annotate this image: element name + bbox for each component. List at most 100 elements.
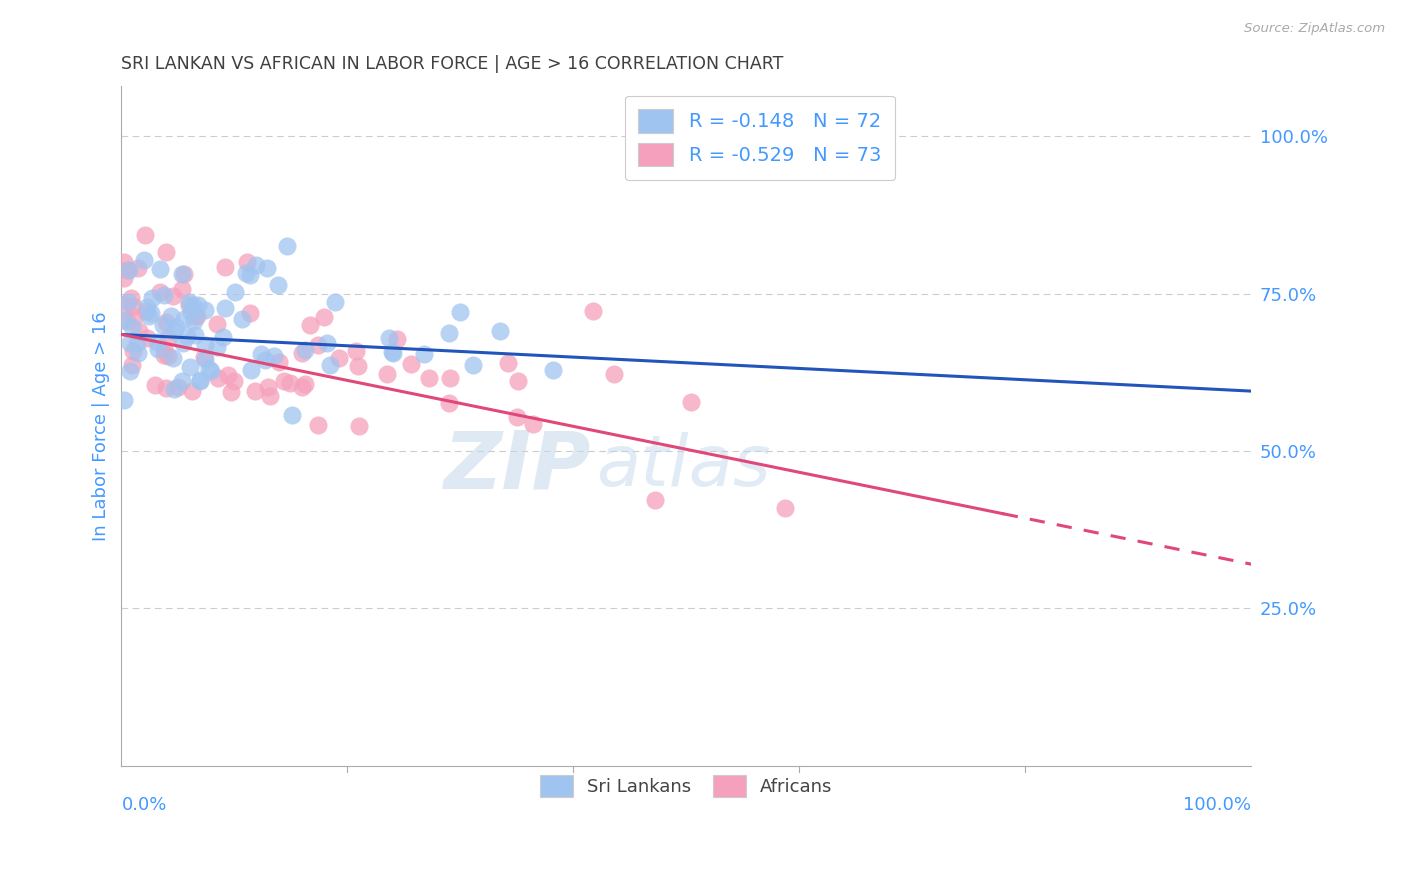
Point xyxy=(122,343,145,358)
Point xyxy=(412,347,434,361)
Point xyxy=(120,291,142,305)
Point xyxy=(522,417,544,431)
Point xyxy=(307,418,329,433)
Point xyxy=(273,374,295,388)
Point xyxy=(152,318,174,332)
Point xyxy=(134,227,156,242)
Point xyxy=(155,381,177,395)
Point xyxy=(256,260,278,275)
Point xyxy=(135,303,157,318)
Point xyxy=(120,336,142,351)
Point xyxy=(173,268,195,282)
Point xyxy=(180,305,202,319)
Point xyxy=(381,345,404,359)
Point xyxy=(145,334,167,349)
Point xyxy=(115,314,138,328)
Point xyxy=(165,319,187,334)
Point xyxy=(153,348,176,362)
Point xyxy=(418,371,440,385)
Point xyxy=(127,336,149,351)
Point xyxy=(399,357,422,371)
Point xyxy=(136,300,159,314)
Point xyxy=(170,374,193,388)
Point xyxy=(177,297,200,311)
Point xyxy=(239,306,262,320)
Point xyxy=(139,306,162,320)
Point xyxy=(253,352,276,367)
Point xyxy=(198,362,221,376)
Point xyxy=(141,291,163,305)
Text: atlas: atlas xyxy=(596,432,770,501)
Point xyxy=(541,363,564,377)
Point xyxy=(186,309,208,323)
Point xyxy=(323,294,346,309)
Point xyxy=(308,338,330,352)
Point xyxy=(187,298,209,312)
Point xyxy=(143,378,166,392)
Point xyxy=(121,320,143,334)
Point xyxy=(205,317,228,331)
Point xyxy=(121,358,143,372)
Point xyxy=(159,309,181,323)
Point xyxy=(166,379,188,393)
Point xyxy=(194,338,217,352)
Point xyxy=(439,326,461,341)
Point xyxy=(217,368,239,382)
Point xyxy=(378,331,401,345)
Point xyxy=(375,367,398,381)
Point xyxy=(773,501,796,516)
Point xyxy=(312,310,335,325)
Point xyxy=(136,331,159,345)
Point xyxy=(162,289,184,303)
Point xyxy=(193,351,215,365)
Text: 100.0%: 100.0% xyxy=(1184,797,1251,814)
Point xyxy=(496,356,519,370)
Point xyxy=(276,239,298,253)
Point xyxy=(449,305,471,319)
Point xyxy=(644,492,666,507)
Point xyxy=(489,324,512,338)
Point xyxy=(184,310,207,324)
Point xyxy=(181,298,204,312)
Point xyxy=(172,282,194,296)
Point xyxy=(153,343,176,357)
Point xyxy=(127,345,149,359)
Point xyxy=(291,346,314,360)
Point xyxy=(224,285,246,299)
Point xyxy=(179,295,201,310)
Point xyxy=(505,410,527,425)
Point xyxy=(170,267,193,281)
Point xyxy=(437,396,460,410)
Point xyxy=(294,377,316,392)
Point xyxy=(149,285,172,299)
Point xyxy=(146,342,169,356)
Point xyxy=(281,409,304,423)
Point xyxy=(155,245,177,260)
Point xyxy=(180,384,202,399)
Point xyxy=(172,336,194,351)
Point xyxy=(349,419,371,434)
Point xyxy=(294,343,316,358)
Point xyxy=(127,260,149,275)
Point xyxy=(188,374,211,388)
Point xyxy=(581,304,603,318)
Text: 0.0%: 0.0% xyxy=(121,797,167,814)
Point xyxy=(207,371,229,385)
Point xyxy=(112,298,135,312)
Point xyxy=(118,364,141,378)
Point xyxy=(200,363,222,377)
Point xyxy=(280,376,302,391)
Point xyxy=(679,395,702,409)
Point xyxy=(267,277,290,292)
Point xyxy=(117,295,139,310)
Point xyxy=(603,368,626,382)
Point xyxy=(508,375,530,389)
Point xyxy=(385,332,408,346)
Legend: Sri Lankans, Africans: Sri Lankans, Africans xyxy=(533,768,839,805)
Point xyxy=(194,302,217,317)
Point xyxy=(219,384,242,399)
Point xyxy=(155,316,177,330)
Point xyxy=(298,318,321,332)
Point xyxy=(291,380,314,394)
Text: ZIP: ZIP xyxy=(443,427,591,506)
